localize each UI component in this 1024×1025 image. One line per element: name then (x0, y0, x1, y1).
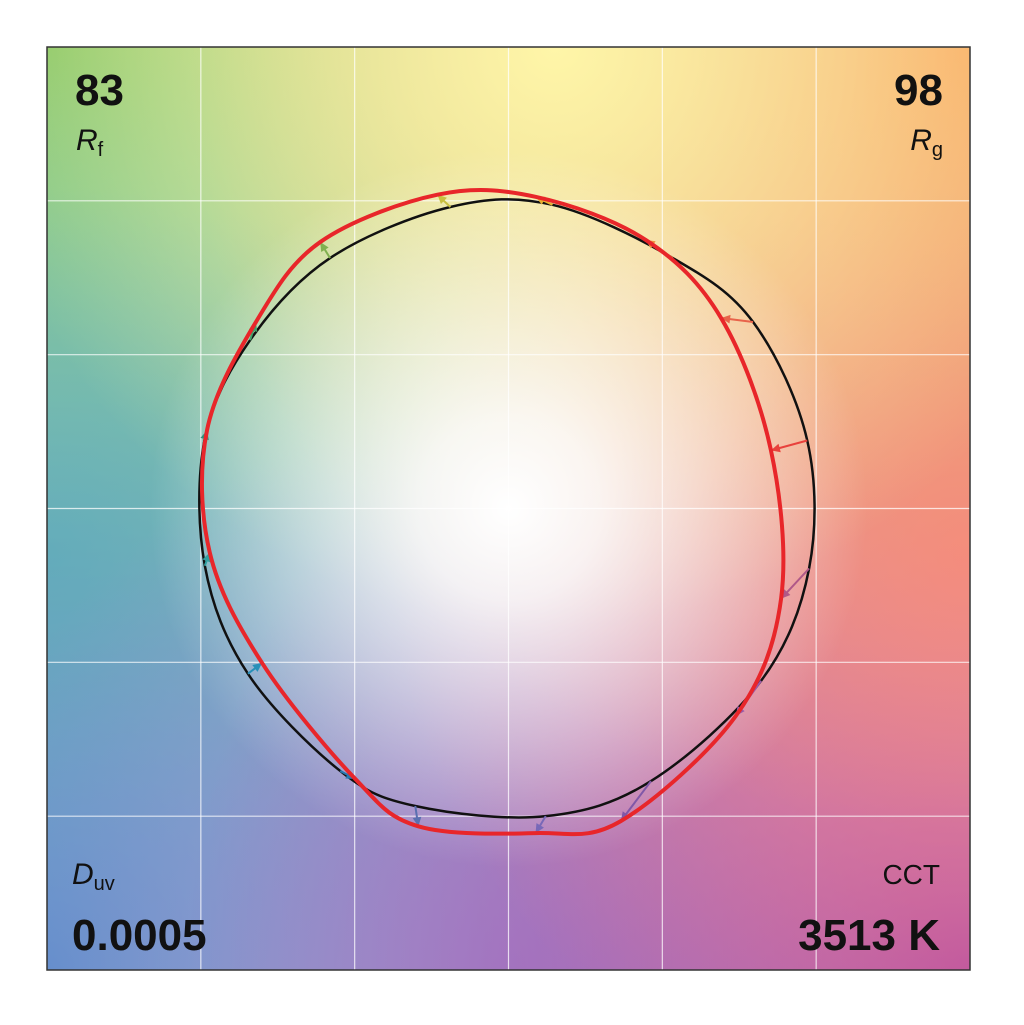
frame (46, 46, 971, 971)
duv-label: Duv (72, 858, 115, 895)
duv-value: 0.0005 (72, 911, 207, 960)
vector-head (252, 662, 263, 672)
rf-subscript: f (98, 139, 104, 161)
reference-curve (198, 198, 816, 819)
rg-symbol: R (910, 124, 932, 157)
vector-head (721, 314, 731, 324)
rf-symbol: R (76, 124, 98, 157)
duv-symbol: D (72, 858, 94, 891)
rf-label: Rf (76, 124, 104, 161)
vector-head (770, 443, 781, 453)
vector-head (535, 823, 544, 834)
rg-value: 98 (894, 66, 943, 115)
cct-label: CCT (882, 859, 940, 890)
duv-subscript: uv (94, 873, 115, 895)
vector-head (412, 816, 422, 827)
cct-value: 3513 K (798, 911, 940, 960)
vector-head (320, 242, 329, 253)
rf-value: 83 (75, 66, 124, 115)
test-curve (199, 188, 786, 837)
plot-area (47, 47, 970, 970)
rg-label: Rg (910, 124, 943, 161)
vector-head (437, 194, 447, 205)
rg-subscript: g (932, 139, 943, 161)
